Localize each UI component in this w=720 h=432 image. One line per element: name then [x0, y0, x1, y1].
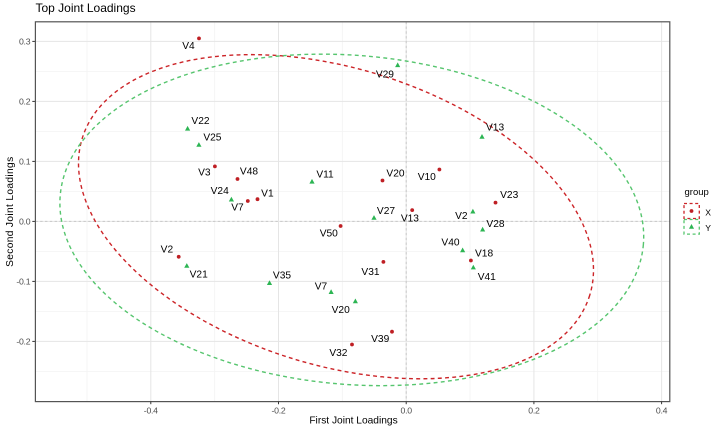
svg-text:0.0: 0.0 — [401, 405, 413, 415]
svg-text:0.3: 0.3 — [19, 36, 31, 46]
svg-text:Top Joint Loadings: Top Joint Loadings — [36, 1, 136, 15]
svg-text:V18: V18 — [475, 249, 493, 260]
svg-text:V35: V35 — [273, 270, 291, 281]
svg-text:V2: V2 — [161, 244, 174, 255]
svg-text:-0.2: -0.2 — [16, 336, 30, 346]
svg-text:0.1: 0.1 — [19, 156, 31, 166]
svg-text:V23: V23 — [500, 190, 518, 201]
svg-text:V39: V39 — [371, 334, 389, 345]
svg-text:V7: V7 — [315, 282, 328, 293]
svg-text:First Joint Loadings: First Joint Loadings — [309, 416, 397, 427]
svg-text:0.0: 0.0 — [19, 216, 31, 226]
svg-text:V11: V11 — [316, 169, 334, 180]
svg-text:V1: V1 — [261, 188, 274, 199]
svg-text:V2: V2 — [455, 211, 468, 222]
svg-text:X: X — [705, 207, 711, 217]
svg-text:V27: V27 — [377, 206, 395, 217]
svg-text:V28: V28 — [486, 219, 504, 230]
svg-text:V10: V10 — [418, 172, 436, 183]
svg-text:V25: V25 — [203, 133, 221, 144]
svg-text:group: group — [685, 187, 709, 198]
svg-text:V50: V50 — [320, 228, 338, 239]
svg-text:Y: Y — [705, 223, 711, 233]
svg-text:V13: V13 — [401, 213, 419, 224]
svg-text:0.2: 0.2 — [19, 96, 31, 106]
svg-text:V20: V20 — [386, 169, 404, 180]
svg-text:-0.1: -0.1 — [16, 276, 30, 286]
svg-text:V29: V29 — [376, 69, 394, 80]
svg-text:V22: V22 — [191, 116, 209, 127]
svg-text:V20: V20 — [332, 305, 350, 316]
svg-text:0.2: 0.2 — [528, 405, 540, 415]
svg-text:V41: V41 — [478, 272, 496, 283]
svg-text:V21: V21 — [190, 270, 208, 281]
svg-text:V48: V48 — [240, 167, 258, 178]
svg-text:V24: V24 — [211, 186, 229, 197]
svg-text:V13: V13 — [486, 122, 504, 133]
svg-text:Second Joint Loadings: Second Joint Loadings — [5, 156, 16, 266]
svg-text:V32: V32 — [329, 348, 347, 359]
svg-text:V31: V31 — [361, 267, 379, 278]
svg-text:V40: V40 — [441, 238, 459, 249]
svg-text:0.4: 0.4 — [656, 405, 668, 415]
svg-text:V3: V3 — [198, 168, 211, 179]
svg-text:-0.4: -0.4 — [144, 405, 158, 415]
svg-text:-0.2: -0.2 — [272, 405, 286, 415]
svg-text:V7: V7 — [231, 202, 244, 213]
svg-text:V4: V4 — [182, 41, 195, 52]
